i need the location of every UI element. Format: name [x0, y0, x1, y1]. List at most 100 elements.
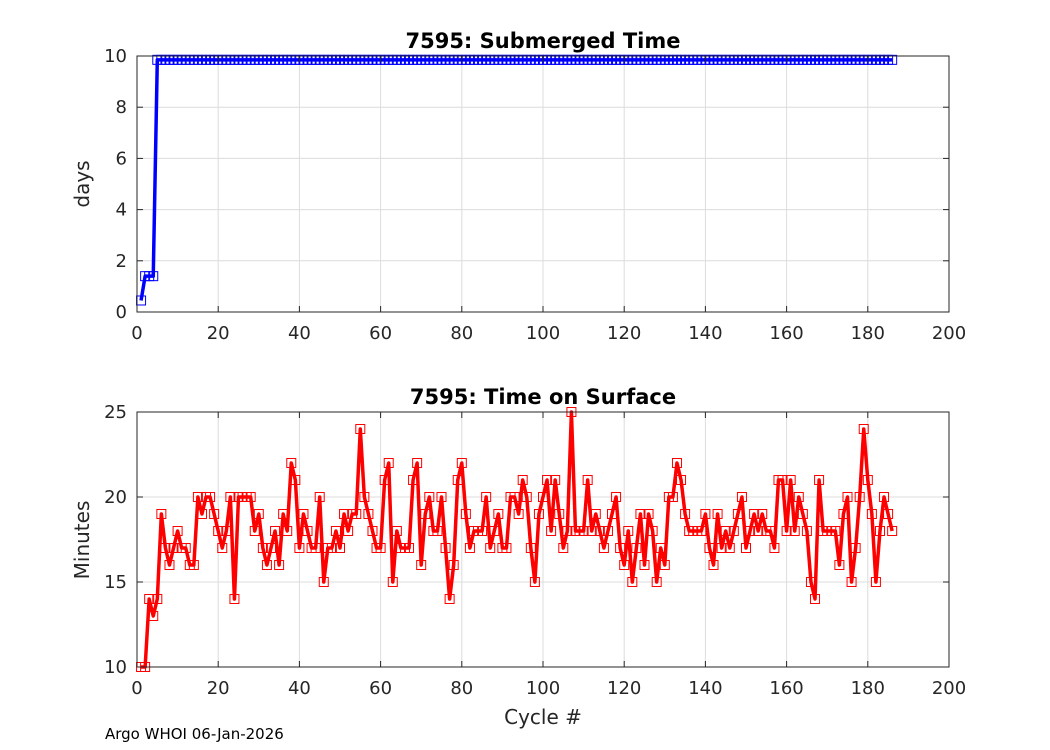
surface-data-point [278, 509, 289, 519]
surface-data-point [830, 526, 841, 536]
surface-data-point [168, 543, 179, 553]
surface-data-point [615, 543, 626, 553]
surface-data-point [298, 509, 309, 519]
surface-data-point [359, 492, 370, 502]
surface-data-point [554, 509, 565, 519]
surface-xtick-label: 100 [526, 678, 560, 699]
surface-data-point [172, 526, 183, 536]
submerged-ytick-label: 0 [116, 302, 127, 323]
submerged-series [136, 54, 898, 306]
surface-data-point [781, 526, 792, 536]
surface-data-point [741, 543, 751, 553]
surface-data-point [152, 594, 163, 604]
surface-data-point [671, 458, 682, 468]
submerged-xtick-label: 140 [688, 323, 722, 344]
surface-data-point [704, 543, 715, 553]
submerged-xtick-label: 80 [450, 323, 473, 344]
submerged-ticks: 0 20 40 60 80 100 120 140 160 180 200 0 2 4 6 8 10 [104, 46, 966, 344]
surface-data-point [310, 543, 321, 553]
submerged-data-point [887, 54, 898, 65]
surface-data-point [558, 543, 569, 553]
surface-data-point [793, 492, 804, 502]
surface-data-point [838, 509, 849, 519]
surface-data-point [265, 543, 276, 553]
surface-ytick-label: 15 [104, 572, 127, 593]
surface-data-point [485, 543, 496, 553]
surface-data-point [550, 475, 561, 485]
surface-data-point [290, 475, 301, 485]
surface-xtick-label: 120 [607, 678, 641, 699]
submerged-xtick-label: 120 [607, 323, 641, 344]
surface-data-point [326, 543, 337, 553]
surface-data-point [789, 526, 800, 536]
surface-ytick-label: 20 [104, 487, 127, 508]
surface-data-point [858, 424, 869, 434]
surface-data-point [753, 526, 764, 536]
surface-time-chart: 0 20 40 60 80 100 120 140 160 180 200 10 15 20 25 7595… [70, 385, 966, 729]
surface-data-point [257, 543, 268, 553]
surface-data-point [318, 577, 329, 587]
surface-data-point [619, 560, 630, 570]
surface-data-point [221, 526, 232, 536]
submerged-title: 7595: Submerged Time [405, 29, 680, 53]
surface-data-point [659, 560, 670, 570]
surface-data-point [302, 526, 313, 536]
surface-data-point [493, 509, 504, 519]
surface-data-point [335, 543, 345, 553]
submerged-xtick-label: 0 [131, 323, 142, 344]
surface-data-point [253, 509, 264, 519]
submerged-xtick-label: 200 [932, 323, 966, 344]
surface-data-point [367, 526, 378, 536]
surface-data-point [546, 526, 557, 536]
surface-data-point [363, 509, 374, 519]
surface-data-point [383, 458, 394, 468]
surface-data-point [651, 577, 662, 587]
surface-data-point [213, 526, 224, 536]
surface-data-point [412, 458, 423, 468]
surface-data-point [627, 577, 638, 587]
surface-data-point [736, 492, 747, 502]
surface-data-point [509, 492, 520, 502]
surface-data-point [700, 509, 711, 519]
surface-data-point [521, 492, 532, 502]
surface-xtick-label: 200 [932, 678, 966, 699]
surface-data-point [489, 526, 500, 536]
surface-data-point [582, 475, 593, 485]
surface-data-point [444, 594, 455, 604]
submerged-data-point [148, 271, 159, 282]
surface-data-point [229, 594, 240, 604]
surface-data-point [538, 492, 548, 502]
surface-data-point [749, 509, 760, 519]
surface-data-point [724, 543, 735, 553]
surface-data-point [862, 475, 873, 485]
surface-data-point [160, 543, 171, 553]
surface-data-point [720, 526, 731, 536]
surface-data-point [635, 509, 646, 519]
surface-data-point [598, 543, 609, 553]
surface-data-point [757, 509, 768, 519]
surface-data-point [351, 509, 362, 519]
surface-data-point [834, 560, 845, 570]
submerged-xtick-label: 60 [369, 323, 392, 344]
surface-data-point [270, 526, 281, 536]
surface-data-point [416, 560, 427, 570]
surface-data-point [866, 509, 877, 519]
surface-data-point [590, 509, 601, 519]
surface-data-point [639, 560, 650, 570]
surface-data-point [643, 509, 654, 519]
surface-data-point [188, 560, 199, 570]
surface-data-point [456, 458, 467, 468]
surface-data-point [602, 526, 613, 536]
surface-data-point [481, 492, 492, 502]
surface-data-point [801, 526, 812, 536]
surface-xtick-label: 40 [288, 678, 311, 699]
surface-data-point [513, 509, 524, 519]
surface-data-point [887, 526, 898, 536]
surface-data-point [765, 526, 776, 536]
surface-data-point [594, 526, 605, 536]
surface-data-point [716, 543, 727, 553]
surface-data-point [375, 543, 386, 553]
surface-data-point [810, 594, 821, 604]
surface-data-point [586, 526, 597, 536]
surface-data-point [209, 509, 220, 519]
